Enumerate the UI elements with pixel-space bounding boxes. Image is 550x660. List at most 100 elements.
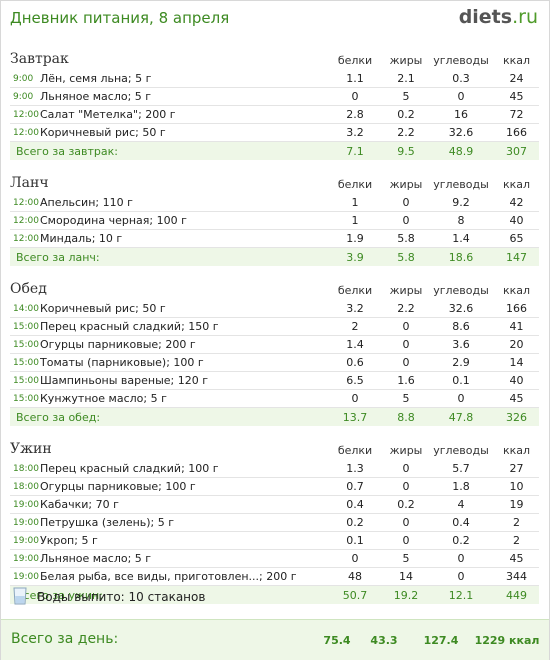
food-name: Коричневый рис; 50 г [40,300,327,318]
food-time: 19:00 [10,531,40,550]
food-time: 15:00 [10,371,40,390]
food-carbs: 1.4 [428,229,495,248]
food-row[interactable]: 18:00 Перец красный сладкий; 100 г 1.3 0 5.7… [10,460,540,478]
food-protein: 0.2 [326,513,385,532]
food-carbs: 0.2 [428,531,495,550]
food-fat: 0 [384,531,429,550]
column-header-protein: белки [337,178,373,191]
food-row[interactable]: 15:00 Кунжутное масло; 5 г 0 5 0 45 [10,389,540,408]
meal-total-carbs: 12.1 [428,585,495,604]
food-time: 19:00 [10,567,40,586]
food-name: Укроп; 5 г [40,531,327,550]
food-name: Льняное масло; 5 г [40,549,327,568]
gap-cell [10,160,539,169]
meal-total-protein: 13.7 [326,407,385,426]
meal-total-kcal: 147 [494,247,540,266]
meal-gap [10,426,539,435]
food-name: Льняное масло; 5 г [40,87,327,106]
food-carbs: 3.6 [428,335,495,354]
food-row[interactable]: 12:00 Апельсин; 110 г 1 0 9.2 42 [10,194,540,212]
food-name: Кунжутное масло; 5 г [40,389,327,408]
food-time: 14:00 [10,300,40,318]
food-row[interactable]: 12:00 Миндаль; 10 г 1.9 5.8 1.4 65 [10,229,540,248]
food-kcal: 344 [494,567,540,586]
food-protein: 0.7 [326,477,385,496]
food-time: 12:00 [10,211,40,230]
food-protein: 1.1 [326,70,385,88]
diets-logo[interactable]: diets.ru [459,6,538,28]
food-protein: 1.9 [326,229,385,248]
meal-total-carbs: 47.8 [428,407,495,426]
food-row[interactable]: 12:00 Смородина черная; 100 г 1 0 8 40 [10,211,540,230]
column-header-protein: белки [337,444,373,457]
food-fat: 1.6 [384,371,429,390]
food-protein: 3.2 [326,123,385,142]
food-fat: 0 [384,317,429,336]
meal-total-carbs: 18.6 [428,247,495,266]
food-carbs: 0.3 [428,70,495,88]
food-fat: 0 [384,211,429,230]
food-fat: 0 [384,460,429,478]
food-name: Перец красный сладкий; 100 г [40,460,327,478]
meal-total-label: Всего за ланч: [10,247,327,266]
food-row[interactable]: 15:00 Огурцы парниковые; 200 г 1.4 0 3.6 20 [10,335,540,354]
food-name: Огурцы парниковые; 200 г [40,335,327,354]
food-row[interactable]: 18:00 Огурцы парниковые; 100 г 0.7 0 1.8 10 [10,477,540,496]
food-row[interactable]: 12:00 Салат "Метелка"; 200 г 2.8 0.2 16 72 [10,105,540,124]
food-carbs: 4 [428,495,495,514]
column-header-carbs: углеводы [433,444,489,457]
food-row[interactable]: 12:00 Коричневый рис; 50 г 3.2 2.2 32.6 166 [10,123,540,142]
food-kcal: 24 [494,70,540,88]
food-time: 15:00 [10,353,40,372]
meal-name: Ланч [10,175,49,191]
food-row[interactable]: 9:00 Льняное масло; 5 г 0 5 0 45 [10,87,540,106]
food-time: 12:00 [10,229,40,248]
food-name: Миндаль; 10 г [40,229,327,248]
food-fat: 0 [384,335,429,354]
food-time: 18:00 [10,460,40,478]
food-row[interactable]: 14:00 Коричневый рис; 50 г 3.2 2.2 32.6 166 [10,300,540,318]
food-kcal: 27 [494,460,540,478]
column-header-protein: белки [337,54,373,67]
food-protein: 0 [326,87,385,106]
food-kcal: 10 [494,477,540,496]
food-row[interactable]: 19:00 Укроп; 5 г 0.1 0 0.2 2 [10,531,540,550]
food-fat: 0 [384,194,429,212]
logo-tld: .ru [512,6,538,28]
food-row[interactable]: 15:00 Перец красный сладкий; 150 г 2 0 8.6 41 [10,317,540,336]
food-time: 9:00 [10,70,40,88]
column-header-fat: жиры [389,54,423,67]
food-name: Апельсин; 110 г [40,194,327,212]
food-kcal: 42 [494,194,540,212]
column-header-carbs: углеводы [433,178,489,191]
food-row[interactable]: 15:00 Шампиньоны вареные; 120 г 6.5 1.6 0.1 4… [10,371,540,390]
food-row[interactable]: 19:00 Петрушка (зелень); 5 г 0.2 0 0.4 2 [10,513,540,532]
meal-total-fat: 9.5 [384,141,429,160]
food-row[interactable]: 15:00 Томаты (парниковые); 100 г 0.6 0 2.9 14 [10,353,540,372]
food-fat: 0 [384,353,429,372]
food-row[interactable]: 19:00 Белая рыба, все виды, приготовлен..… [10,567,540,586]
food-name: Кабачки; 70 г [40,495,327,514]
food-fat: 5 [384,87,429,106]
food-kcal: 2 [494,531,540,550]
food-protein: 1 [326,211,385,230]
water-counter: Воды выпито: 10 стаканов [13,584,313,608]
food-row[interactable]: 19:00 Кабачки; 70 г 0.4 0.2 4 19 [10,495,540,514]
food-name: Шампиньоны вареные; 120 г [40,371,327,390]
food-row[interactable]: 9:00 Лён, семя льна; 5 г 1.1 2.1 0.3 24 [10,70,540,88]
food-kcal: 45 [494,549,540,568]
meal-total-label: Всего за ужин: [10,585,327,604]
food-kcal: 14 [494,353,540,372]
food-carbs: 1.8 [428,477,495,496]
food-protein: 0 [326,389,385,408]
food-time: 19:00 [10,549,40,568]
meal-total-fat: 19.2 [384,585,429,604]
column-header-fat: жиры [389,178,423,191]
column-header-carbs: углеводы [433,54,489,67]
food-fat: 2.2 [384,300,429,318]
food-time: 19:00 [10,513,40,532]
day-total-kcal: 1229 ккал [474,634,540,647]
logo-name: diets [458,6,513,28]
food-protein: 0 [326,549,385,568]
food-row[interactable]: 19:00 Льняное масло; 5 г 0 5 0 45 [10,549,540,568]
